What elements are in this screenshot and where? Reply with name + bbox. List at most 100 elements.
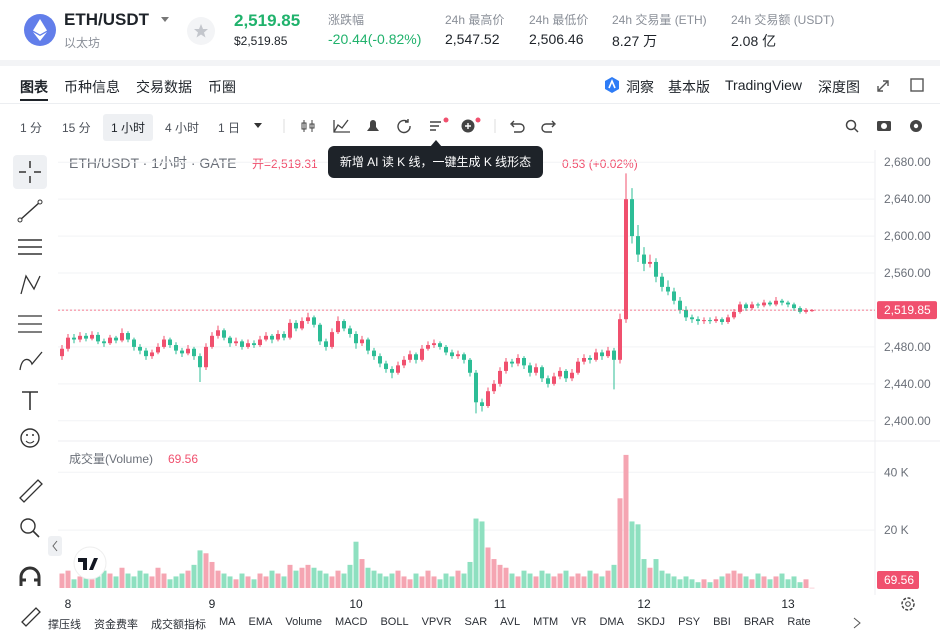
candle-body [666, 286, 670, 292]
candle-body [360, 339, 364, 344]
volume-bar [341, 573, 347, 588]
volume-bar [605, 570, 611, 588]
volume-bar [395, 570, 401, 588]
indicator[interactable]: BBI [713, 616, 731, 628]
volume-bar [311, 567, 317, 588]
candle-body [444, 346, 448, 353]
settings[interactable] [900, 596, 916, 612]
tooltip-arrow [430, 140, 442, 147]
volume-bar [599, 576, 605, 588]
volume-bar [179, 573, 185, 588]
candle-body [156, 346, 160, 353]
tab[interactable]: 图表 [20, 79, 48, 95]
collapse-button[interactable] [48, 536, 62, 556]
volume-bar [563, 570, 569, 588]
interval[interactable]: 4 小时 [165, 121, 200, 135]
last-price-usd: $2,519.85 [234, 34, 288, 48]
volume-bar [95, 576, 101, 588]
tab[interactable]: 交易数据 [136, 79, 192, 95]
candle-body [402, 359, 406, 366]
candle-body [288, 322, 292, 338]
volume-bar [701, 579, 707, 588]
volume-bar [221, 573, 227, 588]
volume-bar [149, 576, 155, 588]
indicator[interactable]: EMA [248, 616, 273, 628]
interval-active[interactable]: 1 小时 [103, 114, 154, 141]
toolbar-icons[interactable] [252, 116, 940, 136]
candle-body [678, 300, 682, 310]
indicator[interactable]: MA [219, 616, 236, 628]
window-icons[interactable] [876, 77, 932, 93]
candle-body [582, 357, 586, 362]
interval[interactable]: 1 分 [20, 121, 43, 135]
tab[interactable]: 洞察 [626, 79, 654, 95]
volume-bar [659, 570, 665, 588]
volume-bar [689, 579, 695, 588]
volume-bar [107, 573, 113, 588]
candle-body [576, 361, 580, 373]
indicator-more[interactable] [852, 617, 862, 629]
candle-body [192, 348, 196, 357]
candle-body [216, 330, 220, 336]
indicator[interactable]: MTM [533, 616, 559, 628]
drawing-toolbar[interactable] [0, 146, 58, 635]
stat-value: 2.08 亿 [731, 33, 777, 49]
indicator[interactable]: VR [571, 616, 587, 628]
volume-bar [671, 576, 677, 588]
volume-bar [527, 573, 533, 588]
indicator[interactable]: PSY [678, 616, 701, 628]
tab[interactable]: 币圈 [208, 79, 236, 95]
tab[interactable]: TradingView [725, 77, 803, 93]
candle-body [252, 343, 256, 346]
candle-body [570, 372, 574, 379]
volume-bar [797, 582, 803, 588]
tab[interactable]: 基本版 [668, 79, 710, 95]
volume-bar [683, 576, 689, 588]
candle-body [528, 365, 532, 373]
pair[interactable]: ETH/USDT [64, 10, 149, 29]
tab[interactable]: 币种信息 [64, 79, 120, 95]
pair-dropdown[interactable] [160, 16, 170, 24]
eth-logo [24, 14, 56, 46]
indicator[interactable]: DMA [599, 616, 624, 628]
candle-body [228, 337, 232, 344]
candle-body [390, 369, 394, 373]
tab[interactable]: 深度图 [818, 79, 860, 95]
candle-body [420, 348, 424, 360]
interval[interactable]: 15 分 [62, 121, 91, 135]
volume-bar [665, 573, 671, 588]
indicator[interactable]: 成交额指标 [151, 619, 206, 631]
volume-bar [707, 582, 713, 588]
volume-bar [407, 579, 413, 588]
volume-bar [185, 570, 191, 588]
indicator[interactable]: AVL [500, 616, 521, 628]
volume-bar [509, 573, 515, 588]
candle-body [492, 383, 496, 392]
ai-tooltip[interactable]: 新增 AI 读 K 线，一键生成 K 线形态 [328, 146, 543, 178]
volume-bar [89, 579, 95, 588]
indicator[interactable]: BOLL [380, 616, 409, 628]
interval[interactable]: 1 日 [218, 121, 241, 135]
candle-body [468, 359, 472, 373]
candle-body [726, 317, 730, 322]
indicator[interactable]: VPVR [421, 616, 452, 628]
indicator[interactable]: Rate [787, 616, 811, 628]
indicator[interactable]: 撑压线 [48, 619, 81, 631]
indicator[interactable]: BRAR [743, 616, 775, 628]
volume-bar [245, 576, 251, 588]
candle-body [282, 333, 286, 338]
indicator[interactable]: SKDJ [636, 616, 666, 628]
indicator[interactable]: Volume [285, 616, 323, 628]
x-tick-label: 10 [349, 597, 363, 611]
volume-bar [269, 570, 275, 588]
candle-body [120, 333, 124, 341]
indicator[interactable]: 资金费率 [94, 619, 138, 631]
candle-body [102, 341, 106, 344]
volume-bar [335, 570, 341, 588]
candle-body [384, 363, 388, 370]
favorite[interactable] [186, 16, 216, 46]
indicator[interactable]: MACD [335, 616, 368, 628]
indicator[interactable]: SAR [464, 616, 488, 628]
candle-body [300, 321, 304, 329]
